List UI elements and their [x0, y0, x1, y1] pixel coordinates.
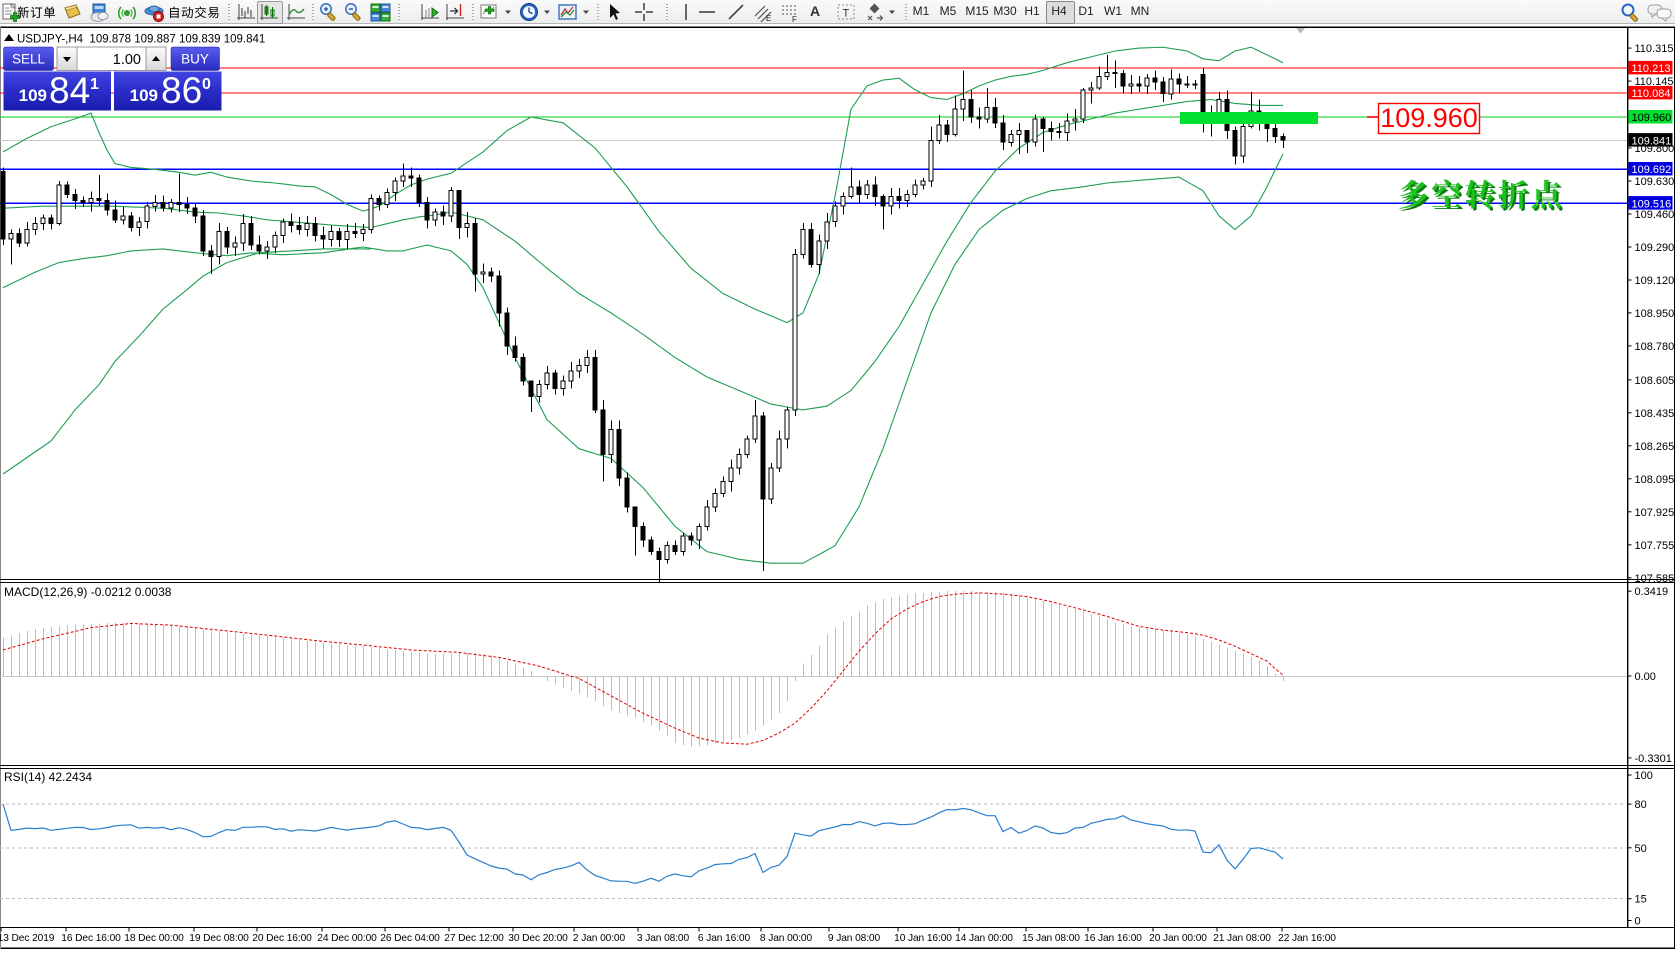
- svg-text:10 Jan 16:00: 10 Jan 16:00: [894, 933, 952, 944]
- svg-text:SELL: SELL: [12, 52, 46, 67]
- svg-text:15: 15: [1635, 894, 1647, 906]
- svg-text:80: 80: [1635, 799, 1647, 811]
- svg-text:86: 86: [161, 70, 202, 111]
- svg-text:109.960: 109.960: [1380, 103, 1478, 133]
- svg-text:107.585: 107.585: [1635, 573, 1675, 585]
- svg-text:110.084: 110.084: [1632, 88, 1671, 100]
- svg-text:108.435: 108.435: [1635, 408, 1675, 420]
- svg-text:14 Jan 00:00: 14 Jan 00:00: [955, 933, 1013, 944]
- svg-text:E: E: [766, 14, 771, 23]
- svg-text:27 Dec 12:00: 27 Dec 12:00: [444, 933, 504, 944]
- svg-text:107.755: 107.755: [1635, 540, 1675, 552]
- svg-text:109: 109: [130, 86, 158, 105]
- svg-text:110.213: 110.213: [1632, 63, 1671, 75]
- svg-text:16 Jan 16:00: 16 Jan 16:00: [1084, 933, 1142, 944]
- svg-text:108.265: 108.265: [1635, 441, 1675, 453]
- svg-text:50: 50: [1635, 843, 1647, 855]
- svg-text:-0.3301: -0.3301: [1635, 753, 1672, 765]
- svg-text:20 Dec 16:00: 20 Dec 16:00: [252, 933, 312, 944]
- svg-text:109.692: 109.692: [1632, 164, 1672, 176]
- svg-text:0: 0: [1635, 916, 1641, 928]
- svg-text:15 Jan 08:00: 15 Jan 08:00: [1022, 933, 1080, 944]
- svg-text:18 Dec 00:00: 18 Dec 00:00: [124, 933, 184, 944]
- svg-text:22 Jan 16:00: 22 Jan 16:00: [1278, 933, 1336, 944]
- svg-text:109.841: 109.841: [1632, 135, 1672, 147]
- svg-text:0: 0: [202, 76, 211, 93]
- svg-text:3 Jan 08:00: 3 Jan 08:00: [637, 933, 690, 944]
- svg-text:RSI(14) 42.2434: RSI(14) 42.2434: [4, 770, 92, 784]
- svg-text:109: 109: [19, 86, 47, 105]
- svg-text:21 Jan 08:00: 21 Jan 08:00: [1213, 933, 1271, 944]
- svg-text:19 Dec 08:00: 19 Dec 08:00: [189, 933, 249, 944]
- svg-text:1.00: 1.00: [113, 52, 141, 68]
- svg-text:109.960: 109.960: [1632, 112, 1672, 124]
- svg-text:MACD(12,26,9) -0.0212 0.0038: MACD(12,26,9) -0.0212 0.0038: [4, 585, 172, 599]
- svg-text:T: T: [843, 8, 850, 20]
- svg-text:108.605: 108.605: [1635, 375, 1675, 387]
- svg-text:F: F: [792, 15, 797, 24]
- svg-text:109.516: 109.516: [1632, 198, 1672, 210]
- svg-text:6 Jan 16:00: 6 Jan 16:00: [698, 933, 751, 944]
- svg-text:107.925: 107.925: [1635, 507, 1675, 519]
- svg-text:9 Jan 08:00: 9 Jan 08:00: [828, 933, 881, 944]
- svg-text:1: 1: [90, 76, 99, 93]
- svg-text:BUY: BUY: [181, 52, 209, 67]
- svg-text:109.460: 109.460: [1635, 209, 1675, 221]
- svg-text:26 Dec 04:00: 26 Dec 04:00: [380, 933, 440, 944]
- svg-text:30 Dec 20:00: 30 Dec 20:00: [508, 933, 568, 944]
- svg-text:0.3419: 0.3419: [1635, 586, 1669, 598]
- svg-text:8 Jan 00:00: 8 Jan 00:00: [760, 933, 813, 944]
- svg-text:84: 84: [49, 70, 90, 111]
- svg-text:109.120: 109.120: [1635, 275, 1675, 287]
- svg-text:108.950: 108.950: [1635, 308, 1675, 320]
- svg-text:2 Jan 00:00: 2 Jan 00:00: [573, 933, 626, 944]
- svg-text:20 Jan 00:00: 20 Jan 00:00: [1149, 933, 1207, 944]
- svg-text:0.00: 0.00: [1635, 671, 1656, 683]
- svg-text:100: 100: [1635, 770, 1653, 782]
- svg-text:108.780: 108.780: [1635, 341, 1675, 353]
- svg-text:24 Dec 00:00: 24 Dec 00:00: [317, 933, 377, 944]
- svg-text:16 Dec 16:00: 16 Dec 16:00: [61, 933, 121, 944]
- svg-text:109.630: 109.630: [1635, 176, 1675, 188]
- svg-text:13 Dec 2019: 13 Dec 2019: [0, 933, 55, 944]
- svg-text:108.095: 108.095: [1635, 474, 1675, 486]
- svg-text:110.315: 110.315: [1635, 43, 1674, 55]
- svg-text:109.290: 109.290: [1635, 242, 1675, 254]
- svg-text:110.145: 110.145: [1635, 76, 1674, 88]
- svg-text:USDJPY-,H4 109.878 109.887 10: USDJPY-,H4 109.878 109.887 109.839 109.8…: [17, 34, 265, 46]
